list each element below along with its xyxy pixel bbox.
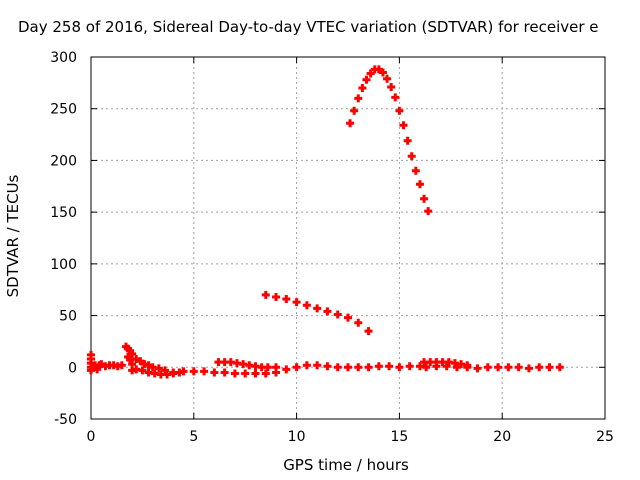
- data-point: [407, 152, 416, 161]
- data-point: [282, 365, 291, 374]
- axis-ticks: 0 5 10 15 20 25 -50 0 50 100 150 200 250 300: [50, 50, 614, 445]
- data-point: [354, 363, 363, 372]
- data-point: [403, 136, 412, 145]
- x-tick-label: 10: [288, 429, 306, 445]
- data-point: [504, 363, 513, 372]
- data-point: [87, 350, 95, 359]
- data-point: [432, 362, 441, 371]
- data-point: [514, 363, 523, 372]
- data-point: [411, 166, 420, 175]
- data-point: [391, 93, 400, 102]
- data-point: [292, 298, 301, 307]
- data-point: [344, 363, 352, 372]
- x-tick-label: 0: [87, 429, 96, 445]
- data-point: [350, 106, 359, 115]
- y-tick-label: 100: [50, 257, 77, 273]
- x-tick-label: 25: [596, 429, 614, 445]
- data-point: [545, 363, 554, 372]
- data-point: [189, 367, 198, 376]
- data-point: [420, 194, 429, 203]
- data-point: [473, 364, 482, 373]
- data-point: [333, 310, 342, 319]
- data-point: [415, 180, 424, 189]
- data-point: [442, 362, 451, 371]
- data-point: [323, 307, 332, 316]
- data-point: [261, 369, 270, 378]
- data-point: [452, 363, 461, 372]
- data-point: [387, 82, 396, 91]
- data-point: [138, 366, 147, 375]
- data-point: [385, 362, 394, 371]
- data-points: [87, 65, 564, 379]
- x-tick-label: 5: [189, 429, 198, 445]
- data-point: [358, 84, 367, 93]
- data-point: [272, 292, 281, 301]
- data-point: [364, 363, 373, 372]
- y-tick-label: 250: [50, 102, 77, 118]
- data-point: [302, 361, 311, 370]
- x-axis-label: GPS time / hours: [283, 456, 409, 474]
- data-point: [494, 363, 503, 372]
- data-point: [282, 295, 291, 304]
- data-point: [154, 364, 163, 373]
- data-point: [346, 119, 355, 128]
- data-point: [241, 369, 250, 378]
- data-point: [230, 369, 239, 378]
- data-point: [179, 367, 188, 376]
- data-point: [263, 363, 272, 372]
- data-point: [362, 75, 371, 84]
- data-point: [333, 363, 342, 372]
- data-point: [395, 106, 404, 115]
- data-point: [261, 290, 270, 299]
- y-tick-label: 0: [68, 360, 77, 376]
- chart-title: Day 258 of 2016, Sidereal Day-to-day VTE…: [18, 18, 599, 36]
- y-tick-label: 200: [50, 153, 77, 169]
- y-axis-label: SDTVAR / TECUs: [4, 174, 22, 297]
- data-point: [302, 301, 311, 310]
- data-point: [292, 363, 301, 372]
- y-tick-label: 50: [59, 309, 77, 325]
- y-tick-label: 300: [50, 50, 77, 66]
- data-point: [374, 362, 383, 371]
- y-tick-label: 150: [50, 205, 77, 221]
- data-point: [405, 362, 414, 371]
- data-point: [313, 304, 322, 313]
- y-tick-label: -50: [54, 412, 77, 428]
- data-point: [354, 318, 363, 327]
- data-point: [200, 367, 209, 376]
- data-point: [463, 363, 472, 372]
- data-point: [313, 361, 322, 370]
- data-point: [251, 369, 260, 378]
- data-point: [535, 363, 544, 372]
- data-point: [323, 362, 332, 371]
- data-point: [378, 68, 387, 77]
- data-point: [364, 327, 373, 336]
- data-point: [483, 363, 492, 372]
- data-point: [399, 121, 408, 130]
- data-point: [383, 74, 392, 83]
- data-point: [210, 368, 219, 377]
- data-point: [344, 313, 352, 322]
- x-tick-label: 20: [493, 429, 511, 445]
- plot-frame: [90, 56, 606, 420]
- data-point: [555, 363, 564, 372]
- data-point: [220, 368, 229, 377]
- x-tick-label: 15: [390, 429, 408, 445]
- data-point: [169, 369, 178, 378]
- data-point: [524, 364, 533, 373]
- data-point: [117, 361, 126, 370]
- data-point: [422, 363, 431, 372]
- data-point: [272, 363, 281, 372]
- data-point: [395, 363, 404, 372]
- data-point: [424, 207, 433, 216]
- data-point: [366, 69, 375, 78]
- data-point: [354, 94, 363, 103]
